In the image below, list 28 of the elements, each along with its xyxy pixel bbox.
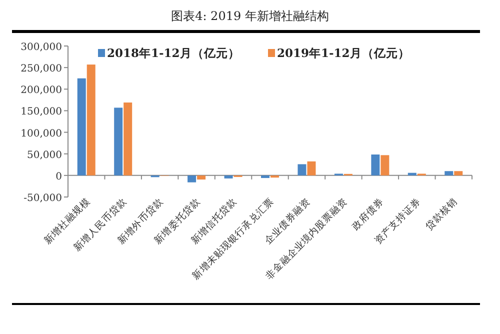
bar: [371, 154, 380, 176]
y-tick-label: 300,000: [20, 42, 62, 53]
bar: [224, 175, 233, 178]
bar: [270, 175, 279, 178]
bar: [114, 108, 123, 176]
x-tick-label: 贷款核销: [422, 196, 460, 232]
bar: [380, 155, 390, 176]
y-tick-label: 150,000: [20, 106, 62, 118]
bar: [86, 64, 96, 176]
chart-title: 图表4: 2019 年新增社融结构: [171, 9, 329, 23]
bar: [261, 175, 270, 178]
y-tick-label: 0: [56, 171, 62, 182]
y-tick-label: 50,000: [27, 150, 62, 161]
y-tick-label: 100,000: [20, 128, 62, 140]
bar: [307, 161, 316, 176]
bar: [188, 175, 196, 182]
y-tick-label: 250,000: [20, 64, 62, 75]
bar: [408, 172, 416, 176]
y-tick-label: -50,000: [24, 193, 62, 204]
bar: [77, 78, 86, 176]
bar: [298, 164, 306, 176]
bar: [454, 171, 463, 176]
legend-label: 2019年1-12月（亿元）: [277, 46, 410, 60]
bar: [197, 175, 206, 180]
legend-label: 2018年1-12月（亿元）: [107, 46, 240, 60]
bar: [444, 171, 454, 176]
bar: [124, 102, 132, 176]
y-tick-label: 200,000: [20, 85, 62, 96]
